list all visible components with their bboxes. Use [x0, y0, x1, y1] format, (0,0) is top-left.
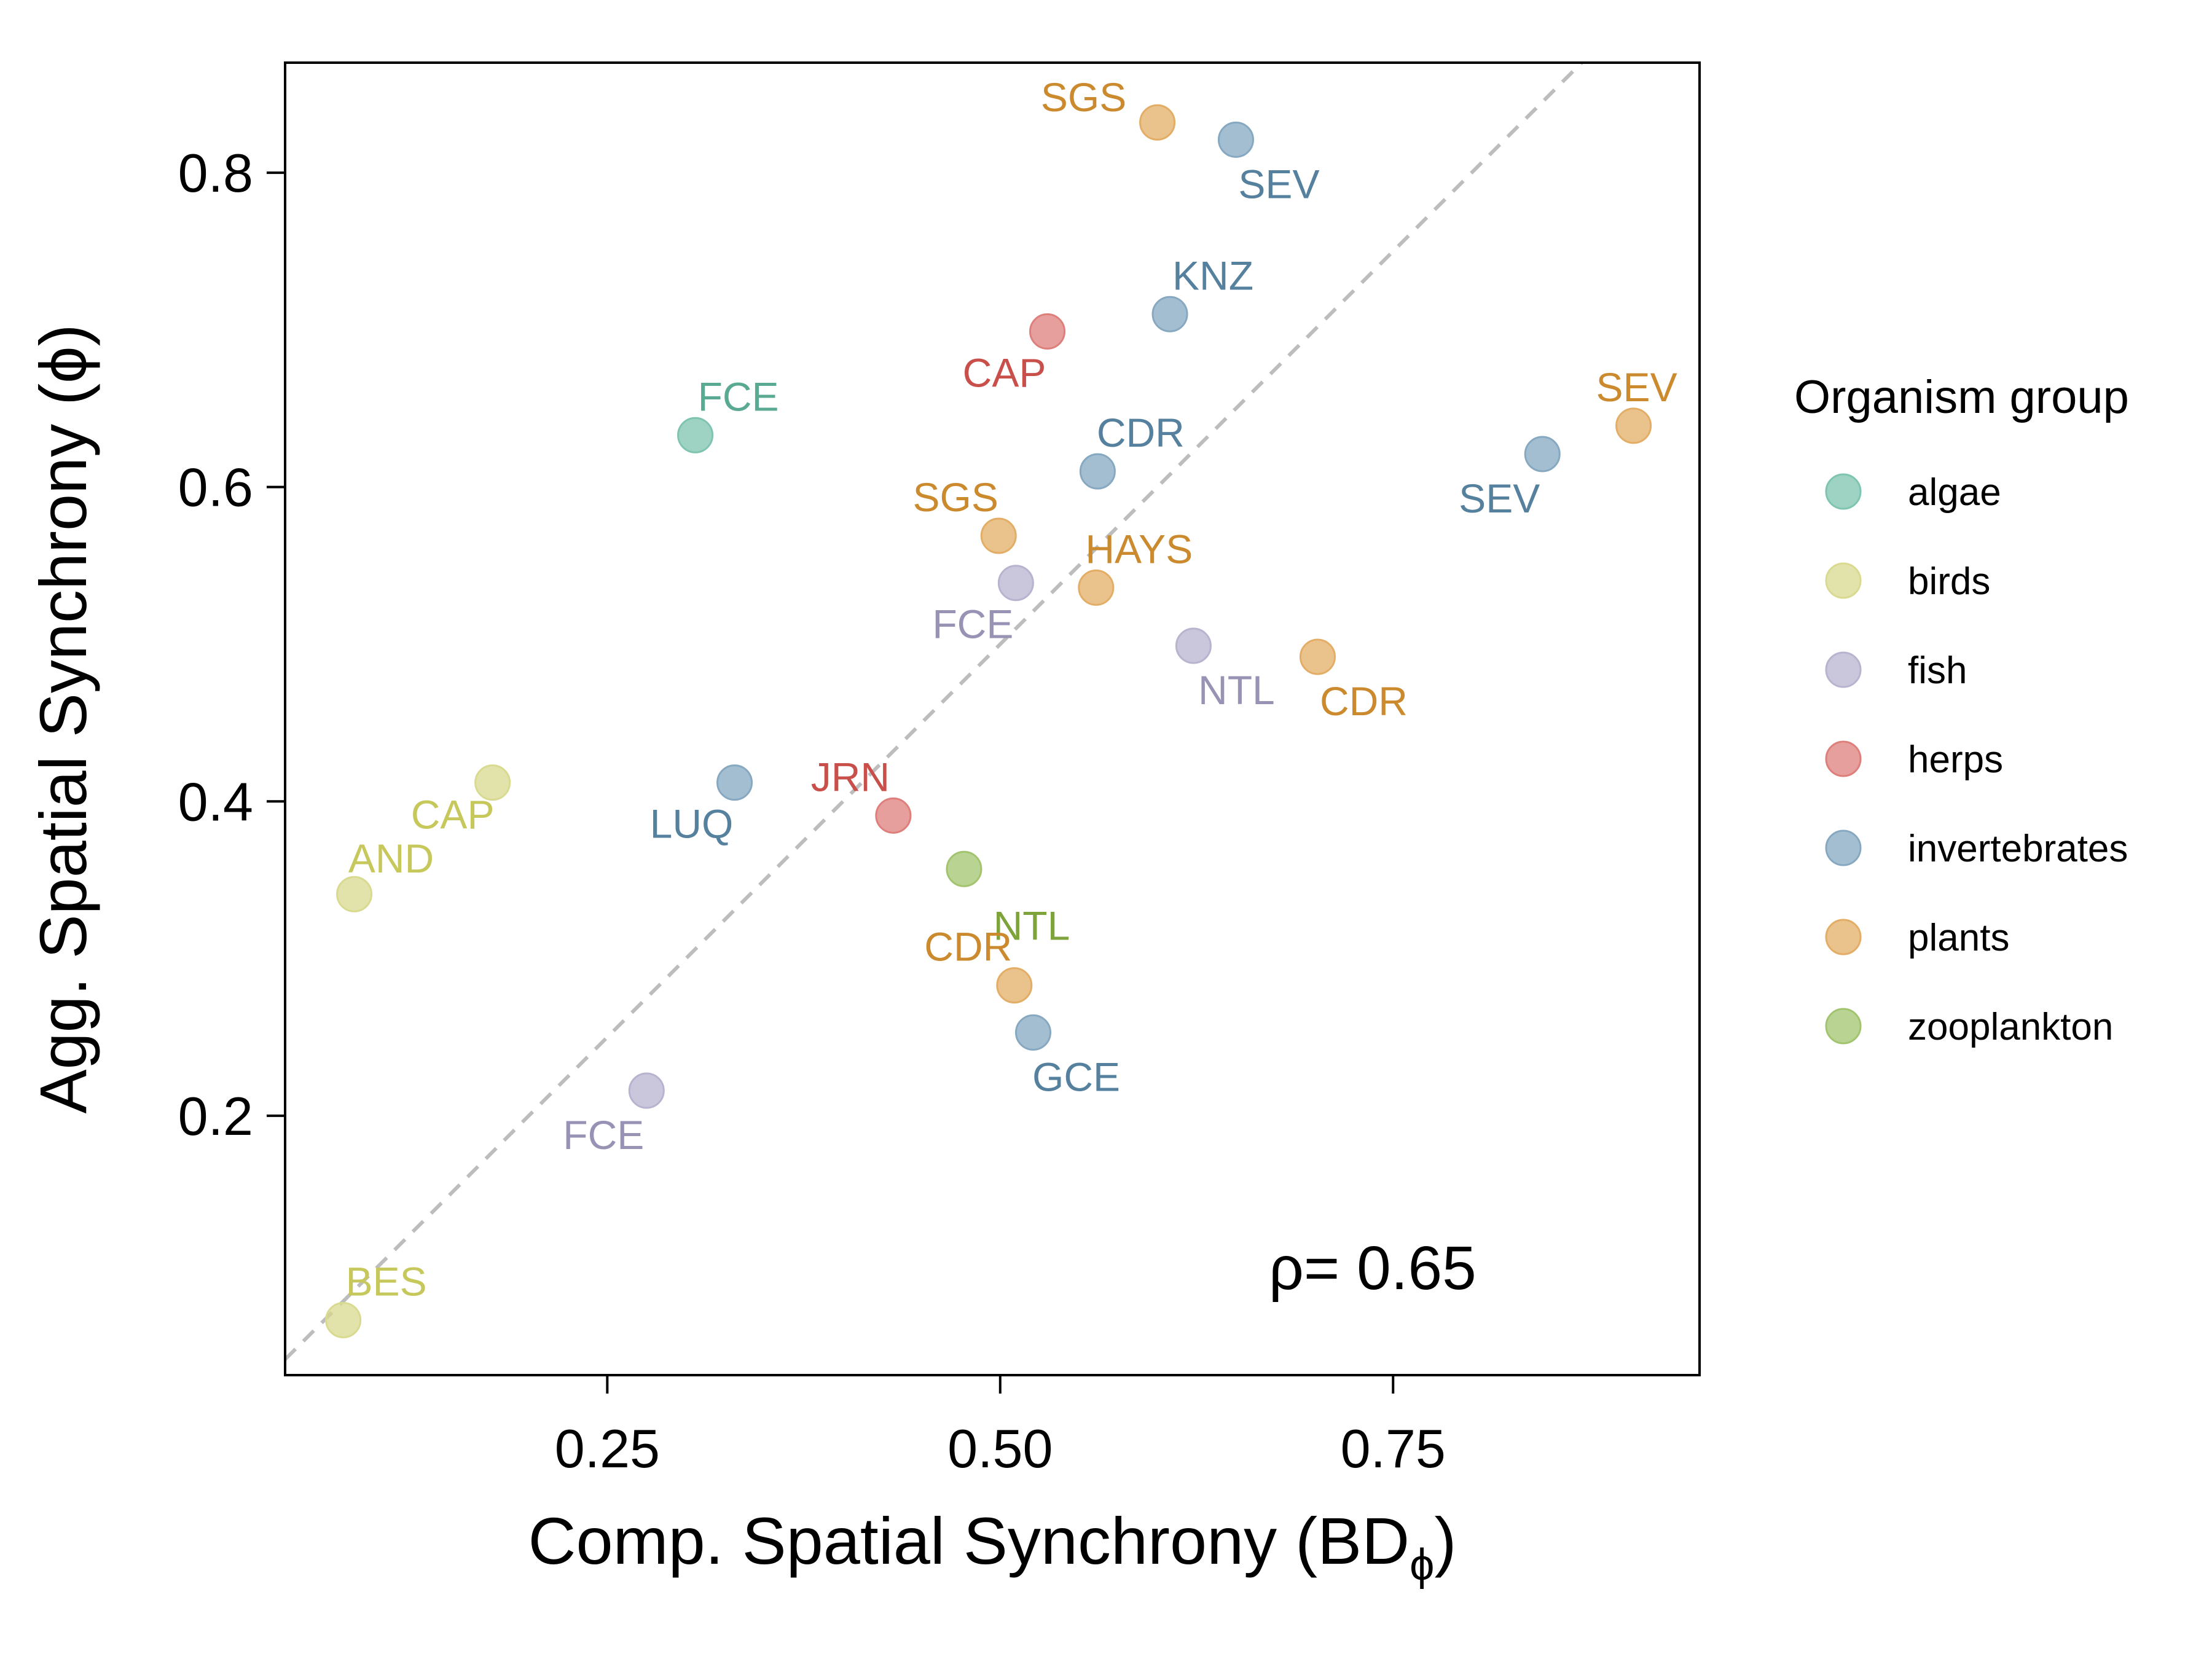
legend-key-invertebrates — [1825, 830, 1862, 866]
points-layer — [325, 104, 1652, 1338]
legend-key-zooplankton — [1825, 1008, 1862, 1045]
y-tick-label: 0.4 — [178, 771, 253, 832]
point-label: NTL — [994, 903, 1070, 948]
data-point-herps — [1029, 313, 1066, 350]
y-axis-title: Agg. Spatial Synchrony (ϕ) — [26, 324, 100, 1113]
point-label: BES — [346, 1258, 427, 1304]
legend: Organism group algae birds fish herps invert… — [1794, 371, 2129, 1048]
point-label: SGS — [913, 474, 998, 520]
data-point-zooplankton — [946, 850, 982, 887]
point-label: GCE — [1032, 1054, 1120, 1099]
data-point-fish — [628, 1072, 665, 1109]
data-point-herps — [875, 797, 912, 834]
point-label: NTL — [1198, 667, 1275, 713]
legend-label-zooplankton: zooplankton — [1908, 1006, 2113, 1048]
data-point-invertebrates — [1015, 1014, 1052, 1051]
x-axis-title: Comp. Spatial Synchrony (BDϕ) — [528, 1504, 1457, 1590]
legend-key-herps — [1825, 740, 1862, 777]
axes-layer: 0.25 0.50 0.75 0.2 0.4 0.6 0.8 — [178, 143, 1446, 1479]
legend-title: Organism group — [1794, 371, 2129, 423]
point-label: CDR — [1097, 410, 1185, 455]
data-point-plants — [980, 517, 1017, 554]
point-label: FCE — [698, 374, 779, 419]
point-label: JRN — [811, 754, 890, 799]
data-point-fish — [1175, 627, 1212, 664]
point-label: LUQ — [650, 801, 734, 847]
legend-key-plants — [1825, 919, 1862, 955]
data-point-plants — [1139, 104, 1176, 141]
point-label: CAP — [963, 350, 1046, 395]
legend-label-herps: herps — [1908, 739, 2003, 781]
point-label: AND — [348, 836, 434, 881]
point-label: FCE — [932, 602, 1013, 647]
reference-line — [283, 61, 1583, 1361]
legend-key-birds — [1825, 562, 1862, 599]
point-label: KNZ — [1172, 253, 1253, 298]
point-label: FCE — [563, 1112, 644, 1158]
data-point-plants — [1615, 407, 1652, 444]
data-point-invertebrates — [1524, 436, 1561, 473]
legend-label-fish: fish — [1908, 649, 1967, 692]
data-point-algae — [677, 417, 714, 453]
x-tick-label: 0.25 — [555, 1418, 660, 1479]
point-label: SEV — [1238, 161, 1319, 206]
data-point-invertebrates — [1217, 121, 1254, 158]
data-point-fish — [997, 565, 1034, 602]
data-point-invertebrates — [1151, 296, 1188, 332]
data-point-invertebrates — [1079, 453, 1116, 490]
data-point-plants — [1078, 569, 1115, 606]
reference-line-layer — [283, 61, 1583, 1361]
legend-label-birds: birds — [1908, 560, 1990, 603]
data-point-birds — [336, 876, 373, 912]
x-tick-label: 0.50 — [947, 1418, 1053, 1479]
point-label: HAYS — [1085, 526, 1193, 571]
legend-key-fish — [1825, 651, 1862, 688]
point-label: SGS — [1041, 74, 1126, 120]
legend-label-algae: algae — [1908, 471, 2001, 514]
correlation-annotation: ρ= 0.65 — [1269, 1234, 1477, 1303]
x-tick-label: 0.75 — [1341, 1418, 1446, 1479]
legend-key-algae — [1825, 473, 1862, 510]
point-label: CAP — [411, 792, 495, 837]
plot-panel-border — [284, 61, 1701, 1376]
data-point-plants — [1299, 638, 1336, 675]
legend-label-plants: plants — [1908, 917, 2009, 959]
point-label: CDR — [924, 924, 1012, 970]
x-axis-title-main: Comp. Spatial Synchrony (BD — [528, 1504, 1410, 1578]
point-label: SEV — [1459, 476, 1540, 521]
data-point-birds — [474, 764, 511, 801]
y-tick-label: 0.6 — [178, 457, 253, 518]
data-point-plants — [996, 967, 1033, 1004]
x-axis-title-subscript: ϕ — [1410, 1540, 1434, 1590]
y-tick-label: 0.8 — [178, 143, 253, 203]
point-label: CDR — [1320, 678, 1408, 724]
legend-label-invertebrates: invertebrates — [1908, 828, 2128, 870]
y-tick-label: 0.2 — [178, 1086, 253, 1147]
point-label: SEV — [1596, 364, 1677, 410]
x-axis-title-end: ) — [1434, 1504, 1456, 1578]
data-point-birds — [325, 1301, 362, 1338]
data-point-invertebrates — [716, 764, 753, 801]
